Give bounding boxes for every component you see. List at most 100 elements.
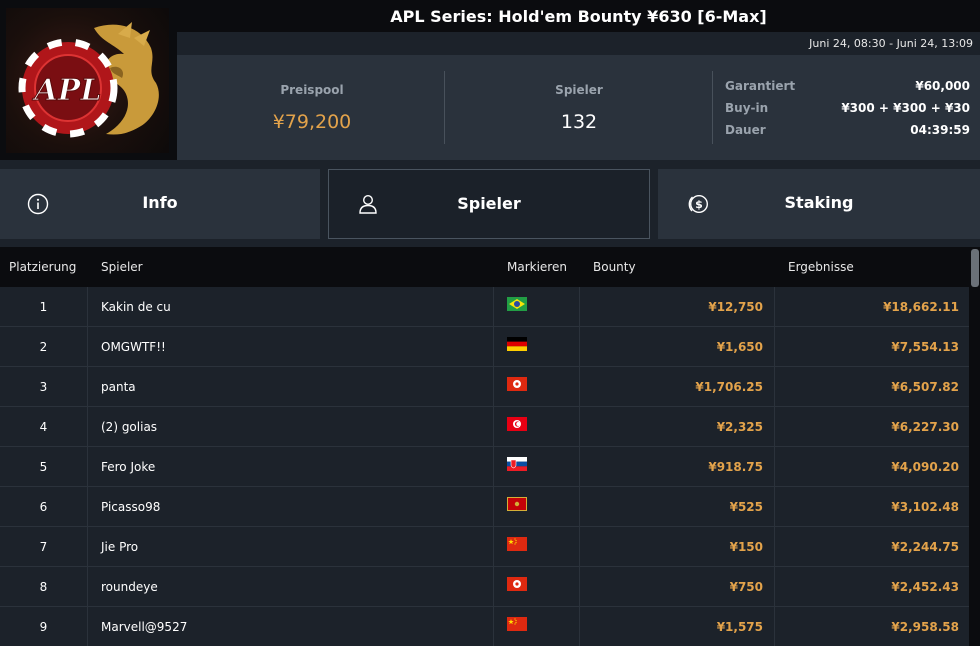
- apl-logo: APL: [6, 8, 169, 153]
- column-header-bounty[interactable]: Bounty: [593, 260, 636, 274]
- result-cell: ¥2,452.43: [891, 580, 959, 594]
- table-row[interactable]: 9 Marvell@9527 ¥1,575 ¥2,958.58: [0, 607, 969, 646]
- tab-label: Staking: [784, 193, 854, 212]
- user-icon: [359, 194, 377, 214]
- column-header-result[interactable]: Ergebnisse: [788, 260, 854, 274]
- column-header-flag[interactable]: Markieren: [507, 260, 567, 274]
- tab-staking[interactable]: $ Staking: [658, 169, 980, 239]
- detail-label: Dauer: [725, 123, 766, 137]
- dollar-coin-icon: $: [688, 194, 709, 214]
- rank-cell: 8: [0, 567, 88, 606]
- tab-info[interactable]: Info: [0, 169, 320, 239]
- player-name-cell: Kakin de cu: [89, 287, 494, 326]
- slovakia-flag-icon: [507, 457, 527, 471]
- bounty-cell: ¥750: [581, 567, 775, 606]
- tab-label: Info: [142, 193, 178, 212]
- flag-cell: [495, 447, 580, 486]
- table-row[interactable]: 5 Fero Joke ¥918.75 ¥4,090.20: [0, 447, 969, 487]
- china-flag-icon: [507, 537, 527, 551]
- player-name-cell: (2) golias: [89, 407, 494, 446]
- date-row: Juni 24, 08:30 - Juni 24, 13:09: [177, 32, 980, 55]
- rank-cell: 3: [0, 367, 88, 406]
- player-name-cell: panta: [89, 367, 494, 406]
- flag-cell: [495, 367, 580, 406]
- table-row[interactable]: 7 Jie Pro ¥150 ¥2,244.75: [0, 527, 969, 567]
- detail-value: 04:39:59: [910, 123, 970, 137]
- info-icon: [27, 193, 49, 215]
- stats-panel: Preispool ¥79,200 Spieler 132 Garantiert…: [177, 55, 980, 160]
- players-value: 132: [560, 111, 598, 133]
- table-row[interactable]: 4 (2) golias ¥2,325 ¥6,227.30: [0, 407, 969, 447]
- bounty-cell: ¥918.75: [581, 447, 775, 486]
- players-stat: Spieler 132: [487, 55, 671, 160]
- scrollbar-track[interactable]: [969, 247, 980, 646]
- column-header-rank[interactable]: Platzierung: [9, 260, 77, 274]
- logo-container: APL: [0, 0, 177, 160]
- result-cell: ¥3,102.48: [891, 500, 959, 514]
- rank-cell: 2: [0, 327, 88, 366]
- scrollbar-thumb[interactable]: [971, 249, 979, 287]
- detail-value: ¥60,000: [915, 79, 970, 93]
- flag-cell: [495, 527, 580, 566]
- result-cell: ¥7,554.13: [891, 340, 959, 354]
- rank-cell: 4: [0, 407, 88, 446]
- player-name-cell: Marvell@9527: [89, 607, 494, 646]
- flag-cell: [495, 407, 580, 446]
- rank-cell: 9: [0, 607, 88, 646]
- flag-cell: [495, 327, 580, 366]
- rank-cell: 5: [0, 447, 88, 486]
- table-row[interactable]: 2 OMGWTF!! ¥1,650 ¥7,554.13: [0, 327, 969, 367]
- montenegro-flag-icon: [507, 497, 527, 511]
- table-row[interactable]: 6 Picasso98 ¥525 ¥3,102.48: [0, 487, 969, 527]
- flag-cell: [495, 487, 580, 526]
- rank-cell: 1: [0, 287, 88, 326]
- player-name-cell: Picasso98: [89, 487, 494, 526]
- flag-cell: [495, 607, 580, 646]
- tab-players[interactable]: Spieler: [328, 169, 650, 239]
- detail-value: ¥300 + ¥300 + ¥30: [841, 101, 970, 115]
- stats-divider: [712, 71, 713, 144]
- flag-cell: [495, 567, 580, 606]
- tab-label: Spieler: [457, 194, 521, 213]
- detail-label: Garantiert: [725, 79, 796, 93]
- player-name-cell: roundeye: [89, 567, 494, 606]
- result-cell: ¥2,958.58: [891, 620, 959, 634]
- tournament-date-range: Juni 24, 08:30 - Juni 24, 13:09: [809, 37, 973, 50]
- table-row[interactable]: 1 Kakin de cu ¥12,750 ¥18,662.11: [0, 287, 969, 327]
- hong-kong-flag-icon: [507, 377, 527, 391]
- table-row[interactable]: 8 roundeye ¥750 ¥2,452.43: [0, 567, 969, 607]
- player-name-cell: Jie Pro: [89, 527, 494, 566]
- prizepool-value: ¥79,200: [272, 111, 352, 133]
- brazil-flag-icon: [507, 297, 527, 311]
- result-cell: ¥18,662.11: [883, 300, 959, 314]
- bounty-cell: ¥525: [581, 487, 775, 526]
- result-cell: ¥4,090.20: [891, 460, 959, 474]
- hong-kong-flag-icon: [507, 577, 527, 591]
- rank-cell: 6: [0, 487, 88, 526]
- table-header: Platzierung Spieler Markieren Bounty Erg…: [0, 247, 969, 287]
- bounty-cell: ¥1,575: [581, 607, 775, 646]
- flag-cell: [495, 287, 580, 326]
- result-cell: ¥6,227.30: [891, 420, 959, 434]
- tournament-title: APL Series: Hold'em Bounty ¥630 [6-Max]: [390, 7, 767, 26]
- column-header-player[interactable]: Spieler: [101, 260, 143, 274]
- bounty-cell: ¥1,650: [581, 327, 775, 366]
- result-cell: ¥2,244.75: [891, 540, 959, 554]
- player-name-cell: Fero Joke: [89, 447, 494, 486]
- china-flag-icon: [507, 617, 527, 631]
- player-list: 1 Kakin de cu ¥12,750 ¥18,662.11 2 OMGWT…: [0, 287, 969, 646]
- svg-text:$: $: [695, 198, 703, 211]
- germany-flag-icon: [507, 337, 527, 351]
- table-row[interactable]: 3 panta ¥1,706.25 ¥6,507.82: [0, 367, 969, 407]
- result-cell: ¥6,507.82: [891, 380, 959, 394]
- bounty-cell: ¥1,706.25: [581, 367, 775, 406]
- bounty-cell: ¥2,325: [581, 407, 775, 446]
- title-bar: APL Series: Hold'em Bounty ¥630 [6-Max]: [177, 0, 980, 32]
- prizepool-stat: Preispool ¥79,200: [217, 55, 407, 160]
- logo-lettering: APL: [32, 73, 102, 108]
- stats-divider: [444, 71, 445, 144]
- players-label: Spieler: [555, 83, 603, 97]
- tunisia-flag-icon: [507, 417, 527, 431]
- detail-label: Buy-in: [725, 101, 769, 115]
